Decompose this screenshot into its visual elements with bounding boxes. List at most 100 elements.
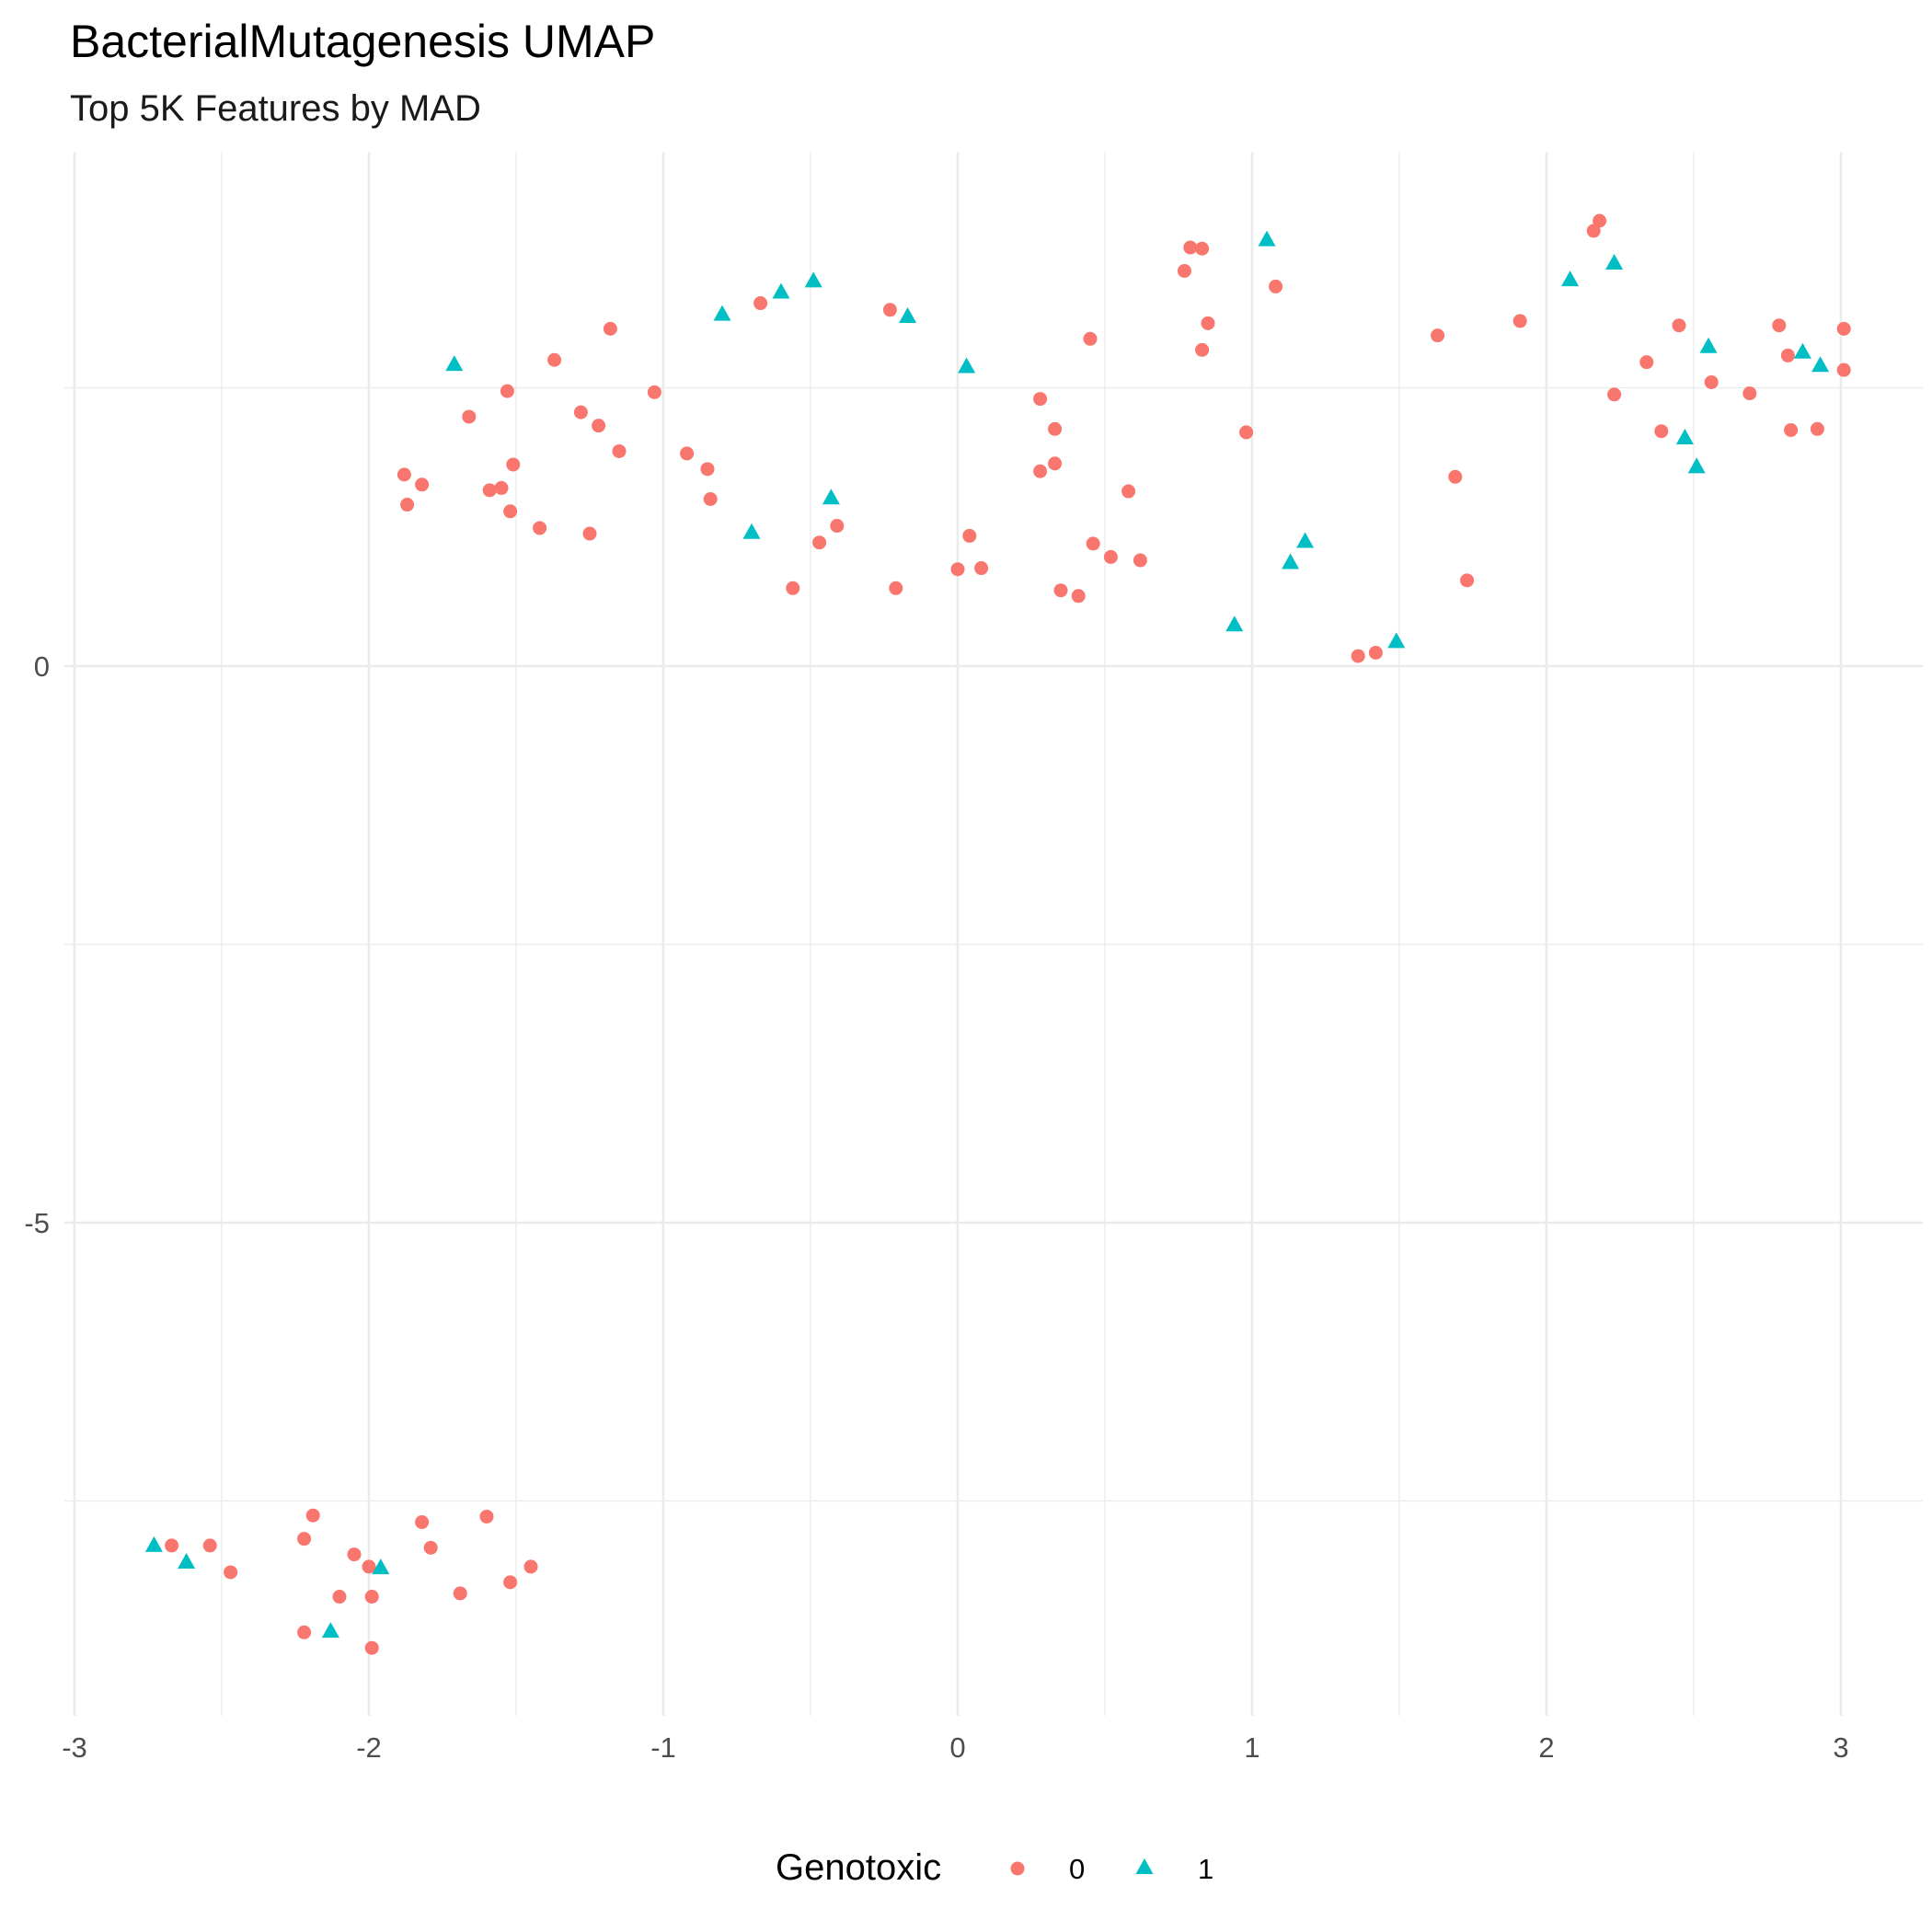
legend-label-1: 1 <box>1198 1853 1213 1885</box>
point-genotoxic-1 <box>1605 253 1624 270</box>
point-genotoxic-0 <box>1836 321 1851 336</box>
point-genotoxic-0 <box>1083 331 1098 346</box>
y-tick-label: -5 <box>24 1207 50 1239</box>
point-genotoxic-0 <box>479 1509 494 1524</box>
point-genotoxic-0 <box>647 385 661 399</box>
point-genotoxic-1 <box>742 523 761 539</box>
point-genotoxic-0 <box>165 1538 179 1553</box>
point-genotoxic-1 <box>1225 615 1244 632</box>
x-tick-label: 2 <box>1538 1731 1554 1764</box>
point-genotoxic-0 <box>297 1532 312 1547</box>
chart-title: BacterialMutagenesis UMAP <box>70 16 655 67</box>
point-genotoxic-0 <box>1195 342 1210 357</box>
point-genotoxic-0 <box>1672 318 1686 333</box>
y-tick-label: 0 <box>34 650 50 683</box>
point-genotoxic-0 <box>582 526 597 541</box>
x-axis-tick-labels: -3 -2 -1 0 1 2 3 <box>62 1731 1848 1764</box>
point-genotoxic-1 <box>1561 270 1580 287</box>
point-genotoxic-1 <box>372 1558 390 1575</box>
point-genotoxic-0 <box>1048 421 1063 436</box>
point-genotoxic-0 <box>494 480 509 495</box>
point-genotoxic-1 <box>144 1535 163 1552</box>
point-genotoxic-0 <box>1836 362 1851 377</box>
point-genotoxic-1 <box>1811 356 1830 373</box>
point-genotoxic-0 <box>397 467 411 482</box>
point-genotoxic-0 <box>1780 348 1795 362</box>
point-genotoxic-0 <box>1033 392 1048 407</box>
point-genotoxic-0 <box>703 492 718 506</box>
legend-key-1-triangle <box>1135 1858 1154 1874</box>
point-genotoxic-0 <box>547 352 562 367</box>
point-genotoxic-1 <box>713 305 731 321</box>
point-genotoxic-0 <box>1784 422 1799 437</box>
point-genotoxic-0 <box>400 498 415 512</box>
data-points <box>144 213 1851 1655</box>
point-genotoxic-0 <box>1772 318 1787 333</box>
point-genotoxic-1 <box>1296 532 1315 548</box>
point-genotoxic-1 <box>178 1553 196 1570</box>
point-genotoxic-0 <box>297 1625 312 1639</box>
point-genotoxic-0 <box>1654 424 1669 439</box>
point-genotoxic-0 <box>1033 464 1048 478</box>
legend-title: Genotoxic <box>776 1847 941 1888</box>
point-genotoxic-0 <box>523 1559 538 1574</box>
point-genotoxic-0 <box>889 581 903 595</box>
legend: Genotoxic 0 1 <box>776 1847 1213 1888</box>
point-genotoxic-0 <box>482 483 497 498</box>
chart-subtitle: Top 5K Features by MAD <box>70 88 481 129</box>
point-genotoxic-0 <box>415 1514 430 1529</box>
point-genotoxic-0 <box>1810 421 1824 436</box>
point-genotoxic-0 <box>1431 328 1445 343</box>
point-genotoxic-0 <box>974 561 989 576</box>
point-genotoxic-1 <box>1675 428 1694 444</box>
point-genotoxic-0 <box>423 1540 438 1555</box>
point-genotoxic-1 <box>321 1622 339 1639</box>
point-genotoxic-0 <box>1512 314 1527 328</box>
point-genotoxic-0 <box>1239 425 1254 440</box>
point-genotoxic-1 <box>1687 457 1706 474</box>
point-genotoxic-0 <box>500 384 514 398</box>
legend-label-0: 0 <box>1069 1853 1085 1885</box>
point-genotoxic-0 <box>786 581 800 595</box>
point-genotoxic-1 <box>445 355 464 372</box>
point-genotoxic-0 <box>1269 279 1283 293</box>
point-genotoxic-0 <box>1586 224 1601 238</box>
point-genotoxic-1 <box>804 271 822 288</box>
point-genotoxic-0 <box>612 443 627 458</box>
point-genotoxic-0 <box>1593 213 1607 228</box>
point-genotoxic-0 <box>882 303 897 317</box>
point-genotoxic-0 <box>1448 469 1463 484</box>
x-tick-label: 1 <box>1244 1731 1259 1764</box>
point-genotoxic-0 <box>1053 583 1068 598</box>
point-genotoxic-1 <box>1699 337 1718 353</box>
point-genotoxic-0 <box>1742 386 1757 401</box>
point-genotoxic-0 <box>1133 553 1147 568</box>
point-genotoxic-0 <box>503 504 518 519</box>
point-genotoxic-0 <box>1607 387 1622 402</box>
point-genotoxic-0 <box>462 409 477 424</box>
point-genotoxic-0 <box>1103 549 1118 564</box>
grid-lines <box>64 152 1923 1716</box>
point-genotoxic-1 <box>822 489 840 505</box>
point-genotoxic-0 <box>1177 263 1191 278</box>
point-genotoxic-0 <box>700 462 715 477</box>
point-genotoxic-0 <box>347 1547 362 1562</box>
point-genotoxic-0 <box>1704 374 1719 389</box>
point-genotoxic-0 <box>603 321 617 336</box>
point-genotoxic-0 <box>503 1575 518 1590</box>
point-genotoxic-0 <box>415 477 430 492</box>
x-tick-label: 3 <box>1833 1731 1848 1764</box>
point-genotoxic-0 <box>962 528 977 543</box>
point-genotoxic-1 <box>1793 342 1811 359</box>
point-genotoxic-0 <box>1086 536 1100 551</box>
point-genotoxic-0 <box>1201 316 1215 330</box>
point-genotoxic-0 <box>950 562 965 577</box>
x-tick-label: -2 <box>356 1731 382 1764</box>
point-genotoxic-0 <box>533 521 547 535</box>
point-genotoxic-0 <box>592 419 606 433</box>
point-genotoxic-0 <box>453 1586 467 1601</box>
point-genotoxic-0 <box>680 446 695 461</box>
point-genotoxic-1 <box>899 307 917 324</box>
point-genotoxic-0 <box>1183 240 1198 255</box>
